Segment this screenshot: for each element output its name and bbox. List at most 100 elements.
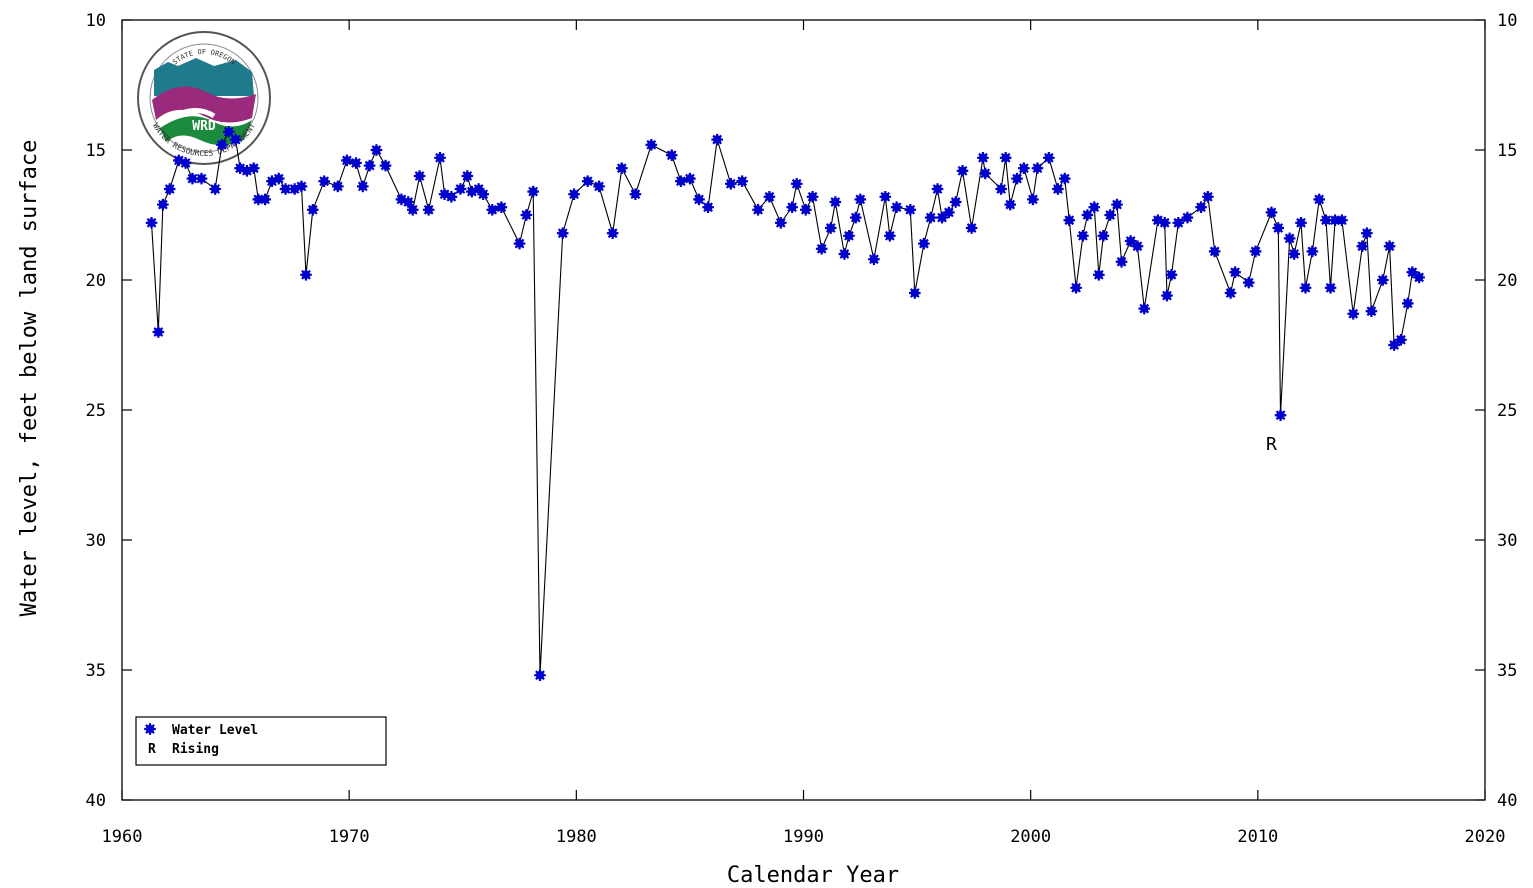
data-point xyxy=(1093,269,1105,281)
data-point xyxy=(1401,297,1414,310)
data-point xyxy=(229,133,242,146)
y-tick-label-right: 35 xyxy=(1497,661,1517,681)
data-point xyxy=(790,178,803,190)
y-tick-label: 30 xyxy=(86,531,106,551)
data-point xyxy=(1115,256,1128,268)
legend-marker-water-level xyxy=(144,723,156,735)
data-point xyxy=(736,175,748,187)
data-point xyxy=(879,191,892,203)
x-tick-label: 1990 xyxy=(783,827,824,847)
data-point xyxy=(1242,276,1255,289)
data-point xyxy=(363,159,376,172)
data-point xyxy=(1124,235,1137,247)
data-point xyxy=(195,172,208,185)
y-tick-label-right: 20 xyxy=(1497,271,1517,291)
data-point xyxy=(454,183,467,195)
data-point xyxy=(1202,191,1214,203)
data-point xyxy=(520,209,533,221)
series-line xyxy=(150,130,1420,676)
x-tick-label: 2020 xyxy=(1465,827,1506,847)
data-point xyxy=(593,180,605,193)
x-tick-label: 1960 xyxy=(102,827,143,847)
data-point xyxy=(1413,271,1425,284)
data-point xyxy=(477,188,489,200)
data-point xyxy=(1265,206,1278,219)
data-point xyxy=(890,201,903,213)
legend: Water Level R Rising xyxy=(135,716,387,766)
data-point xyxy=(568,188,580,200)
data-point xyxy=(1052,183,1064,195)
data-point xyxy=(936,211,948,224)
data-point xyxy=(422,204,435,216)
logo-center-text: WRD xyxy=(192,119,216,134)
data-point xyxy=(379,159,392,172)
data-point xyxy=(1181,211,1194,224)
data-point xyxy=(279,183,292,195)
y-tick-label-right: 10 xyxy=(1497,11,1517,31)
data-point xyxy=(222,126,235,138)
data-point xyxy=(838,248,851,260)
data-point xyxy=(157,198,169,211)
data-point xyxy=(693,193,705,206)
data-point xyxy=(999,152,1012,164)
data-point xyxy=(1031,162,1044,174)
data-point xyxy=(1158,217,1171,229)
wrd-logo: WRD STATE OF OREGON WATER RESOURCES DEPA… xyxy=(137,31,271,165)
data-point xyxy=(665,149,678,161)
data-point xyxy=(495,201,508,213)
logo-river-band xyxy=(152,86,256,123)
data-point xyxy=(1306,245,1319,258)
data-point xyxy=(1208,245,1221,258)
data-point xyxy=(461,170,474,182)
data-point xyxy=(1111,198,1123,211)
data-point xyxy=(1195,201,1207,213)
data-point xyxy=(163,183,176,195)
data-point xyxy=(1295,217,1307,229)
data-point xyxy=(1347,308,1360,320)
data-point xyxy=(629,188,642,200)
data-point xyxy=(1272,222,1285,234)
data-point xyxy=(341,154,353,167)
data-point xyxy=(370,144,383,156)
data-point xyxy=(186,172,199,185)
data-point xyxy=(300,269,312,281)
logo-hills xyxy=(160,116,252,145)
data-point xyxy=(1165,269,1178,281)
data-point xyxy=(1081,209,1094,221)
data-point xyxy=(216,139,228,151)
data-point xyxy=(513,237,526,250)
data-point xyxy=(1356,240,1369,252)
data-point xyxy=(752,204,764,216)
annotation-rising: R xyxy=(1266,434,1277,455)
y-axis-label: Water level, feet below land surface xyxy=(17,140,42,617)
data-point xyxy=(1131,240,1144,252)
data-point xyxy=(854,193,867,206)
y-tick-label-right: 30 xyxy=(1497,531,1517,551)
data-point xyxy=(1043,152,1055,164)
data-point xyxy=(799,204,812,216)
legend-label-rising: Rising xyxy=(172,742,219,757)
data-point xyxy=(434,152,446,164)
data-point xyxy=(445,191,458,203)
x-tick-label: 2010 xyxy=(1237,827,1278,847)
x-tick-label: 1980 xyxy=(556,827,597,847)
x-tick-label: 2000 xyxy=(1010,827,1051,847)
data-point xyxy=(402,196,415,208)
data-point xyxy=(979,167,992,180)
y-tick-label: 35 xyxy=(86,661,106,681)
data-point xyxy=(956,165,969,177)
data-point xyxy=(1229,266,1241,278)
data-point xyxy=(1097,230,1110,242)
data-point xyxy=(1388,339,1400,351)
data-point xyxy=(1249,245,1262,258)
data-point xyxy=(556,227,569,239)
data-point xyxy=(931,183,944,195)
data-point xyxy=(406,204,419,216)
data-point xyxy=(581,175,594,187)
data-point xyxy=(1104,209,1116,221)
data-point xyxy=(350,157,362,169)
data-point xyxy=(1365,305,1378,317)
data-point xyxy=(1077,230,1089,242)
data-point xyxy=(824,222,837,234)
